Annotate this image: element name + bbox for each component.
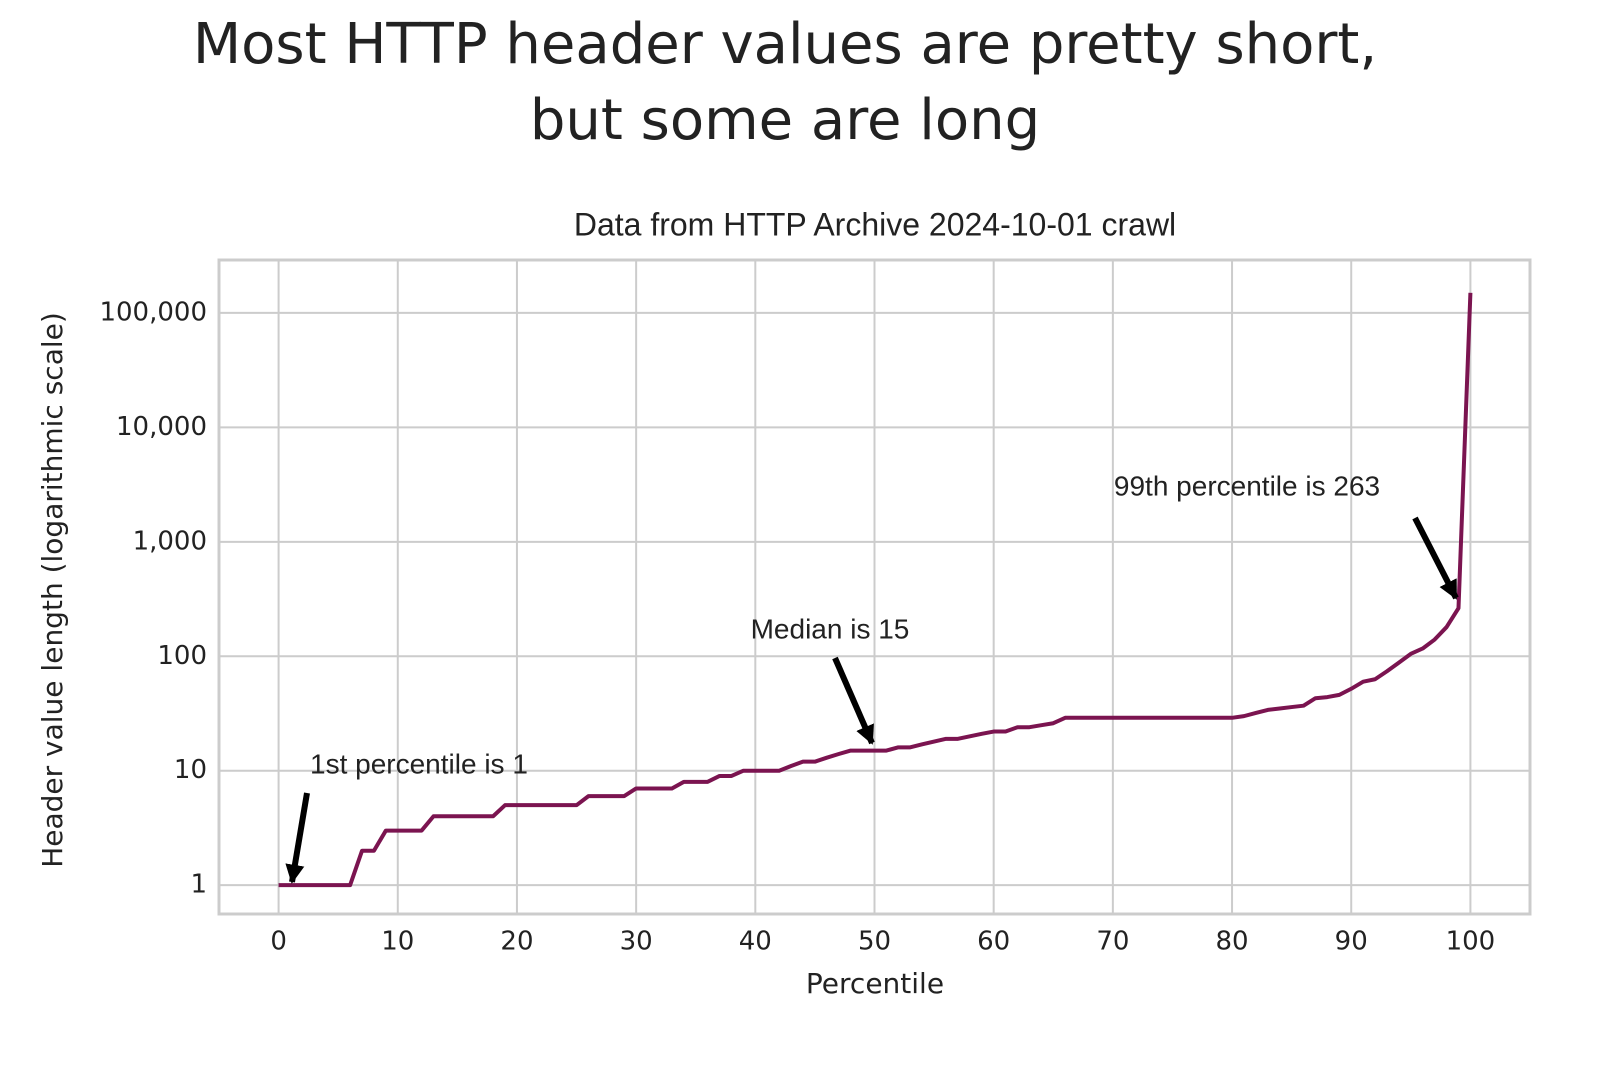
x-tick-label: 100 (1446, 927, 1496, 957)
chart-title: Most HTTP header values are pretty short… (193, 12, 1377, 77)
annotation-arrow (1412, 516, 1459, 600)
chart-title: but some are long (530, 88, 1040, 153)
chart-subtitle: Data from HTTP Archive 2024-10-01 crawl (574, 206, 1176, 242)
annotation: Median is 15 (751, 613, 910, 644)
x-tick-label: 70 (1096, 927, 1129, 957)
data-line (278, 292, 1473, 888)
x-tick-label: 40 (739, 927, 772, 957)
annotation-arrow (832, 656, 875, 745)
x-axis-label: Percentile (806, 967, 944, 1000)
y-tick-label: 1,000 (133, 526, 207, 556)
x-tick-label: 80 (1215, 927, 1248, 957)
y-tick-label: 100 (157, 641, 207, 671)
y-tick-label: 100,000 (99, 297, 207, 327)
y-tick-label: 10 (174, 755, 207, 785)
x-tick-label: 10 (381, 927, 414, 957)
y-tick-label: 10,000 (116, 412, 207, 442)
x-tick-label: 30 (620, 927, 653, 957)
x-tick-label: 20 (500, 927, 533, 957)
x-tick-label: 0 (270, 927, 287, 957)
annotation: 1st percentile is 1 (310, 748, 528, 779)
y-tick-label: 1 (190, 870, 207, 900)
y-axis-label: Header value length (logarithmic scale) (36, 312, 69, 868)
plot-frame (217, 258, 1532, 916)
x-tick-label: 60 (977, 927, 1010, 957)
x-tick-label: 50 (858, 927, 891, 957)
x-tick-label: 90 (1335, 927, 1368, 957)
annotation: 99th percentile is 263 (1114, 470, 1380, 501)
annotation-arrow (285, 792, 310, 884)
